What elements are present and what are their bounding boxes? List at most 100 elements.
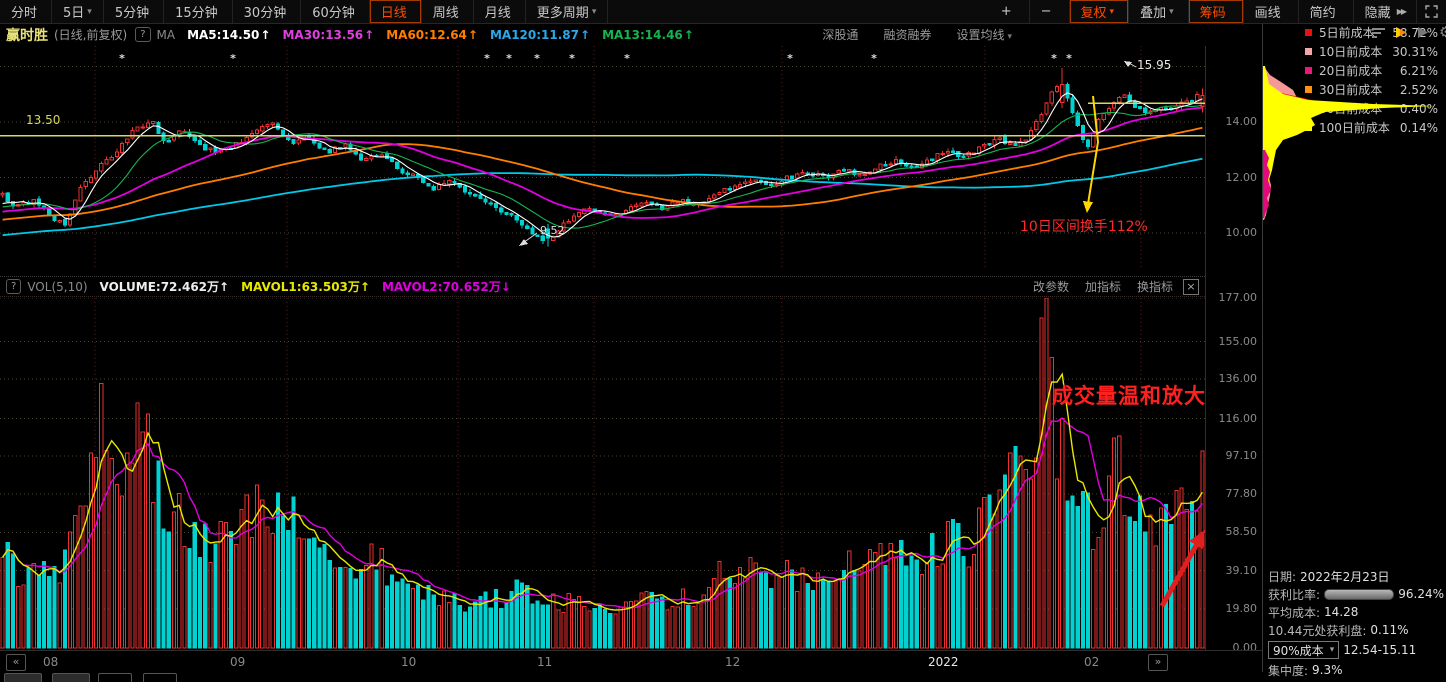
- svg-text:*: *: [119, 52, 125, 65]
- candlestick-chart-area: * * * * * * * * * * * 13.50 15.95 9.52 10日区间换手112%: [0, 46, 1205, 270]
- chart-tool-button[interactable]: 简约: [1299, 0, 1354, 23]
- avg-cost-row: 平均成本: 14.28: [1268, 605, 1359, 620]
- indicator-name: MA: [156, 27, 176, 42]
- price-axis-label: 14.00: [1225, 115, 1258, 128]
- info-bar: 赢时胜 (日线,前复权) ? MA MA5:14.50↑ MA30:13.56↑…: [0, 23, 1262, 46]
- date-row: 日期: 2022年2月23日: [1268, 569, 1390, 584]
- bottom-toolbar-stub[interactable]: [4, 673, 42, 682]
- help-icon[interactable]: ?: [6, 279, 22, 294]
- date-axis-label: 12: [725, 655, 741, 669]
- value-axis: 14.00 12.00 10.00 177.00 155.00 136.00 116.00 9…: [1205, 46, 1263, 654]
- chart-tools: + − 复权 ▾ 叠加 ▾ 筹码 画线 简约 隐藏 ▶▶: [990, 0, 1417, 23]
- bottom-toolbar-stub[interactable]: [143, 673, 177, 682]
- period-tab[interactable]: 15分钟: [164, 0, 233, 23]
- legend-color-swatch: [1305, 86, 1312, 93]
- cost-legend-row: 5日前成本 58.72%: [1263, 23, 1446, 42]
- bottom-toolbar-stub[interactable]: [52, 673, 90, 682]
- volume-chart[interactable]: [0, 298, 1205, 650]
- legend-color-swatch: [1305, 67, 1312, 74]
- indicator-link[interactable]: 加指标: [1084, 280, 1121, 294]
- concentration-row: 集中度: 9.3%: [1268, 663, 1343, 678]
- scroll-right-button[interactable]: »: [1148, 654, 1168, 671]
- volume-axis-label: 77.80: [1225, 487, 1258, 501]
- chart-tool-button[interactable]: 复权 ▾: [1070, 0, 1130, 23]
- market-link[interactable]: 融资融券: [883, 28, 932, 42]
- period-tabs: 分时 5日 ▾ 5分钟 15分钟 30分钟 60分钟 日线 周线 月线 更多周期 ▾: [0, 0, 609, 23]
- market-link[interactable]: 设置均线 ▾: [956, 28, 1012, 42]
- indicator-link[interactable]: 改参数: [1032, 280, 1069, 294]
- ma-legend-item: MA13:14.46↑: [602, 27, 694, 42]
- chart-mode-label: (日线,前复权): [54, 28, 128, 42]
- cost-range-dropdown[interactable]: 90%成本 ▾: [1268, 641, 1340, 659]
- period-tab[interactable]: 周线: [422, 0, 474, 23]
- chart-tool-button[interactable]: 画线: [1244, 0, 1299, 23]
- svg-text:*: *: [787, 52, 793, 65]
- market-link[interactable]: 深股通: [822, 28, 859, 42]
- period-tab[interactable]: 5日 ▾: [52, 0, 104, 23]
- close-icon[interactable]: ×: [1183, 278, 1199, 295]
- cost-range-row: 90%成本 ▾ 12.54-15.11: [1268, 639, 1444, 661]
- bottom-toolbar-stub[interactable]: [98, 673, 132, 682]
- chart-tool-button[interactable]: 叠加 ▾: [1129, 0, 1189, 23]
- cost-legend-row: 10日前成本 30.31%: [1263, 42, 1446, 61]
- chip-panel-icons: ⚙: [1372, 25, 1446, 40]
- volume-indicator-bar: ? VOL(5,10) VOLUME:72.462万↑ MAVOL1:63.50…: [0, 276, 1205, 297]
- legend-color-swatch: [1305, 29, 1312, 36]
- volume-axis-label: 58.50: [1225, 525, 1258, 539]
- svg-text:*: *: [1051, 52, 1057, 65]
- svg-text:*: *: [506, 52, 512, 65]
- chart-tool-button[interactable]: −: [1030, 0, 1070, 23]
- svg-text:*: *: [484, 52, 490, 65]
- date-axis-label: 2022: [928, 655, 959, 669]
- volume-axis-label: 177.00: [1218, 291, 1258, 304]
- volume-axis-label: 97.10: [1225, 448, 1258, 462]
- date-axis-label: 02: [1084, 655, 1100, 669]
- chart-tool-button[interactable]: 筹码: [1189, 0, 1244, 23]
- help-icon[interactable]: ?: [135, 27, 151, 42]
- play-forward-icon[interactable]: [1395, 26, 1407, 39]
- svg-text:*: *: [230, 52, 236, 65]
- ma-legend-item: MA5:14.50↑: [187, 27, 271, 42]
- svg-text:*: *: [534, 52, 540, 65]
- svg-text:*: *: [624, 52, 630, 65]
- indicator-link[interactable]: 换指标: [1136, 280, 1173, 294]
- ma-legend-item: MA60:12.64↑: [386, 27, 478, 42]
- chart-tool-button[interactable]: +: [990, 0, 1030, 23]
- profit-at-price-row: 10.44元处获利盘: 0.11%: [1268, 623, 1409, 638]
- indicator-links: 改参数 加指标 换指标: [1033, 278, 1173, 295]
- period-tab[interactable]: 5分钟: [104, 0, 165, 23]
- scroll-left-button[interactable]: «: [6, 654, 26, 671]
- cost-legend-row: 30日前成本 2.52%: [1263, 80, 1446, 99]
- price-axis-label: 12.00: [1225, 170, 1258, 184]
- volume-axis-label: 19.80: [1225, 601, 1258, 615]
- period-tab[interactable]: 30分钟: [233, 0, 302, 23]
- gear-icon[interactable]: ⚙: [1439, 23, 1446, 41]
- candlestick-chart[interactable]: * * * * * * * * * * *: [0, 46, 1205, 270]
- cost-legend-row: 20日前成本 6.21%: [1263, 61, 1446, 80]
- indicator-name: VOL(5,10): [27, 279, 88, 294]
- volume-axis-label: 116.00: [1218, 411, 1258, 425]
- list-icon[interactable]: [1372, 26, 1385, 40]
- market-links: 深股通 融资融券 设置均线 ▾: [822, 26, 1012, 43]
- chip-distribution-chart[interactable]: [1263, 46, 1446, 270]
- date-axis-label: 11: [537, 655, 553, 669]
- play-icon[interactable]: [1417, 26, 1429, 39]
- svg-text:*: *: [1066, 52, 1072, 65]
- price-axis-label: 10.00: [1225, 226, 1258, 239]
- fullscreen-icon[interactable]: [1417, 0, 1446, 23]
- date-axis: « 08 09 10 11 12 2022 02 »: [0, 650, 1262, 673]
- volume-axis-label: 155.00: [1218, 334, 1258, 348]
- period-tab[interactable]: 日线: [370, 0, 422, 23]
- profit-ratio-row: 获利比率: 96.24%: [1268, 587, 1444, 602]
- svg-text:*: *: [871, 52, 877, 65]
- period-tab[interactable]: 月线: [474, 0, 526, 23]
- period-tab[interactable]: 更多周期 ▾: [526, 0, 609, 23]
- volume-chart-area: 成交量温和放大: [0, 298, 1205, 650]
- chart-tool-button[interactable]: 隐藏 ▶▶: [1354, 0, 1417, 23]
- profit-ratio-bar: [1324, 588, 1395, 600]
- volume-legend-item: MAVOL1:63.503万↑: [241, 280, 370, 294]
- chip-stats: 日期: 2022年2月23日 获利比率: 96.24% 平均成本: 14.28 10.…: [1268, 567, 1444, 679]
- period-tab[interactable]: 分时: [0, 0, 53, 23]
- ma-legend-item: MA120:11.87↑: [489, 27, 591, 42]
- period-tab[interactable]: 60分钟: [301, 0, 370, 23]
